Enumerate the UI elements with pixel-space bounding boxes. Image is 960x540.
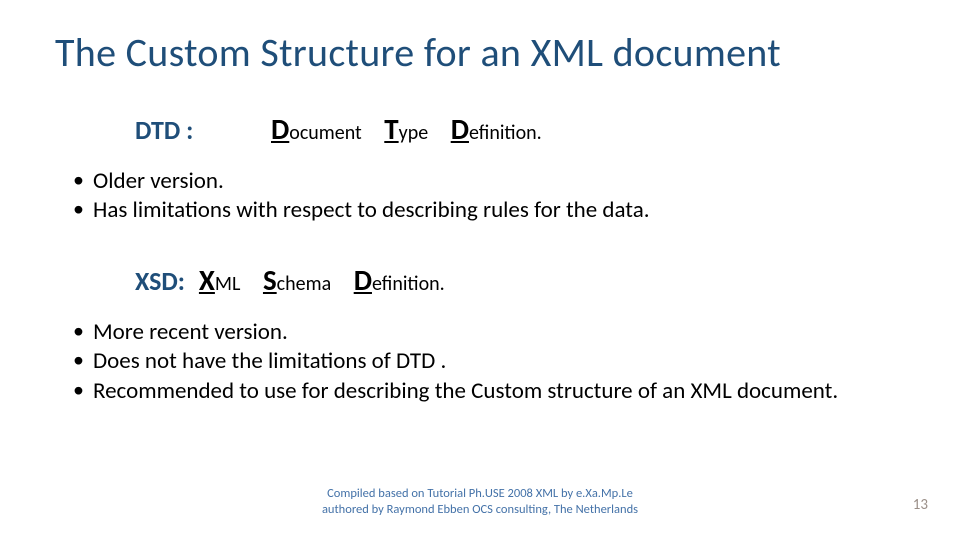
dtd-term1-initial: D — [271, 111, 289, 147]
list-item: Recommended to use for describing the Cu… — [73, 377, 905, 406]
xsd-bullet-list: More recent version. Does not have the l… — [73, 318, 905, 406]
dtd-bullet-list: Older version. Has limitations with resp… — [73, 167, 905, 226]
xsd-term1-rest: ML — [215, 272, 241, 296]
dtd-term1-rest: ocument — [289, 121, 361, 145]
footer-attribution: Compiled based on Tutorial Ph.USE 2008 X… — [0, 486, 960, 519]
page-title: The Custom Structure for an XML document — [55, 28, 905, 77]
list-item: More recent version. — [73, 318, 905, 347]
xsd-term2-initial: S — [263, 262, 277, 298]
dtd-term3-rest: efinition. — [469, 121, 542, 145]
xsd-definition-row: XSD: XML Schema Definition. — [135, 262, 905, 298]
xsd-term3-initial: D — [354, 262, 372, 298]
footer-line-1: Compiled based on Tutorial Ph.USE 2008 X… — [0, 486, 960, 502]
list-item: Does not have the limitations of DTD . — [73, 347, 905, 376]
dtd-term3-initial: D — [451, 111, 469, 147]
slide: The Custom Structure for an XML document… — [0, 0, 960, 540]
xsd-term3-rest: efinition. — [372, 272, 445, 296]
xsd-expansion: XML Schema Definition. — [199, 262, 463, 298]
xsd-term2-rest: chema — [277, 272, 331, 296]
page-number: 13 — [913, 496, 928, 514]
xsd-term1-initial: X — [199, 262, 215, 298]
dtd-label: DTD : — [135, 114, 215, 146]
dtd-expansion: Document Type Definition. — [271, 111, 560, 147]
footer-line-2: authored by Raymond Ebben OCS consulting… — [0, 502, 960, 518]
list-item: Has limitations with respect to describi… — [73, 196, 905, 225]
dtd-term2-rest: ype — [399, 121, 429, 145]
xsd-label: XSD: — [135, 265, 185, 297]
dtd-definition-row: DTD : Document Type Definition. — [135, 111, 905, 147]
dtd-term2-initial: T — [384, 111, 398, 147]
list-item: Older version. — [73, 167, 905, 196]
